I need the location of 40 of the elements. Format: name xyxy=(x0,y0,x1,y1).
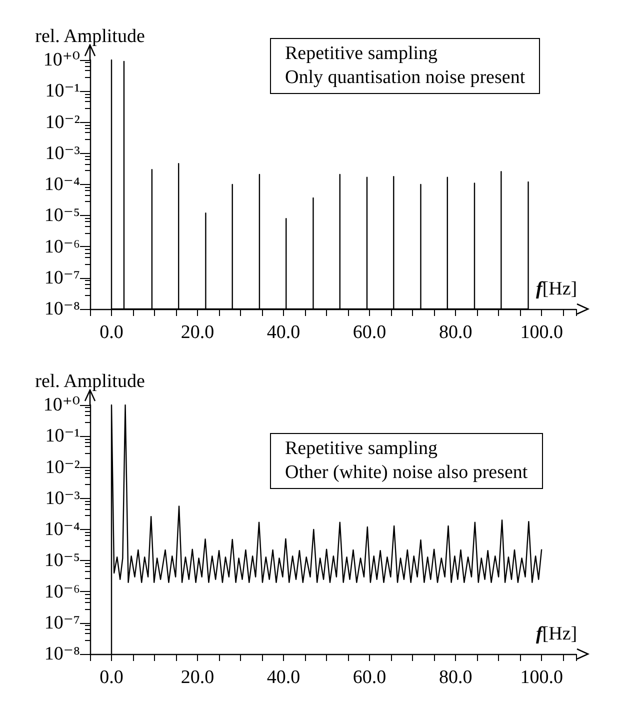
x-tick-label: 80.0 xyxy=(438,667,472,688)
x-tick-label: 20.0 xyxy=(180,667,214,688)
y-tick-label: 10⁻³ xyxy=(45,488,80,509)
y-tick-label: 10⁻⁶ xyxy=(44,236,80,258)
y-axis-title: rel. Amplitude xyxy=(35,26,145,47)
y-tick-label: 10⁻⁴ xyxy=(44,174,80,195)
annotation: Other (white) noise also present xyxy=(285,461,528,485)
y-tick-label: 10⁻⁵ xyxy=(44,550,80,572)
note-box: Repetitive sampling Only quantisation noise present xyxy=(270,38,540,94)
annotation: Only quantisation noise present xyxy=(285,66,526,90)
x-axis-title: f[Hz] xyxy=(536,624,578,644)
x-tick-label: 100.0 xyxy=(520,667,563,688)
y-tick-label: 10⁻⁸ xyxy=(44,298,80,320)
y-tick-label: 10⁻³ xyxy=(45,142,80,164)
y-tick-label: 10⁻¹ xyxy=(45,426,80,447)
y-tick-label: 10⁻² xyxy=(45,112,80,133)
y-tick-label: 10⁻⁷ xyxy=(44,267,80,288)
annotation: Repetitive sampling xyxy=(285,42,439,66)
y-tick-label: 10⁻⁸ xyxy=(44,644,80,664)
x-tick-label: 0.0 xyxy=(100,322,124,343)
y-tick-label: 10⁻⁷ xyxy=(44,612,80,634)
x-tick-label: 60.0 xyxy=(352,322,386,343)
y-tick-label: 10⁻² xyxy=(45,456,80,478)
x-tick-label: 100.0 xyxy=(520,322,563,343)
y-tick-label: 10⁺⁰ xyxy=(43,50,80,70)
x-tick-label: 40.0 xyxy=(266,667,300,688)
y-axis-title: rel. Amplitude xyxy=(35,371,145,392)
note-box: Repetitive sampling Other (white) noise also present xyxy=(270,433,543,489)
y-tick-label: 10⁻⁵ xyxy=(44,205,80,226)
annotation: Repetitive sampling xyxy=(285,437,439,461)
y-tick-label: 10⁻⁴ xyxy=(44,519,80,540)
x-tick-label: 40.0 xyxy=(266,322,300,343)
x-tick-label: 60.0 xyxy=(352,667,386,688)
x-tick-label: 0.0 xyxy=(100,667,124,688)
x-tick-label: 20.0 xyxy=(180,322,214,343)
x-axis-title: f[Hz] xyxy=(536,278,578,300)
y-tick-label: 10⁻⁶ xyxy=(44,581,80,602)
x-tick-label: 80.0 xyxy=(438,322,472,343)
y-tick-label: 10⁺⁰ xyxy=(43,394,80,416)
y-tick-label: 10⁻¹ xyxy=(45,80,80,102)
